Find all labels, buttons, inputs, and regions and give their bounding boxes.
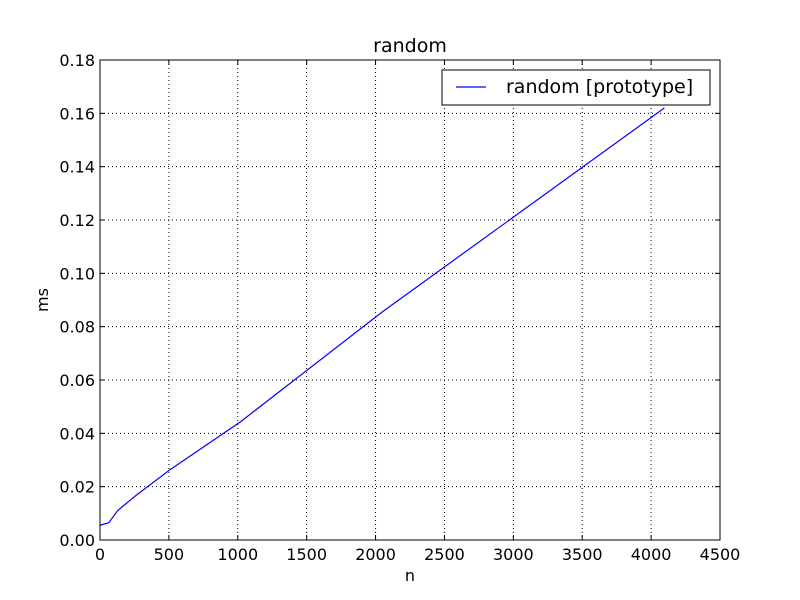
y-tick-label: 0.12	[59, 211, 95, 230]
y-tick-label: 0.14	[59, 158, 95, 177]
x-tick-label: 4500	[700, 545, 741, 564]
x-tick-label: 1500	[286, 545, 327, 564]
legend-box	[441, 69, 711, 106]
series-line	[100, 107, 665, 526]
y-tick-label: 0.18	[59, 51, 95, 70]
y-tick-label: 0.00	[59, 531, 95, 550]
y-tick-label: 0.08	[59, 318, 95, 337]
legend: random [prototype]	[441, 69, 711, 106]
axis-ticks: 0 500 1000 1500 2000 2500 3000 3500 4000 4500 0.00…	[59, 51, 740, 564]
y-tick-label: 0.04	[59, 424, 95, 443]
x-tick-label: 2500	[424, 545, 465, 564]
y-tick-label: 0.16	[59, 104, 95, 123]
x-axis-label: n	[405, 566, 415, 585]
y-tick-label: 0.02	[59, 478, 95, 497]
series-layer	[100, 107, 665, 526]
y-tick-label: 0.10	[59, 264, 95, 283]
y-axis-label: ms	[33, 288, 52, 312]
plot-frame	[99, 59, 721, 541]
x-tick-label: 2000	[355, 545, 396, 564]
chart-title: random	[373, 35, 447, 57]
x-tick-label: 3500	[562, 545, 603, 564]
x-tick-label: 4000	[631, 545, 672, 564]
y-tick-label: 0.06	[59, 371, 95, 390]
legend-label: random [prototype]	[506, 76, 693, 98]
grid	[100, 60, 720, 540]
x-tick-label: 3000	[493, 545, 534, 564]
x-tick-label: 500	[154, 545, 185, 564]
x-tick-label: 1000	[217, 545, 258, 564]
x-tick-label: 0	[95, 545, 105, 564]
